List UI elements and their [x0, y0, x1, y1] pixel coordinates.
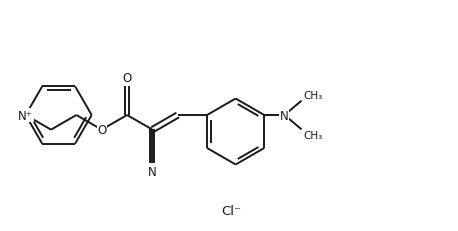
Text: CH₃: CH₃	[303, 131, 322, 141]
Text: N: N	[280, 109, 289, 122]
Text: N⁺: N⁺	[18, 109, 33, 122]
Text: N: N	[148, 166, 157, 179]
Text: O: O	[97, 124, 106, 137]
Text: CH₃: CH₃	[303, 90, 322, 100]
Text: Cl⁻: Cl⁻	[222, 204, 242, 217]
Text: O: O	[122, 71, 132, 84]
